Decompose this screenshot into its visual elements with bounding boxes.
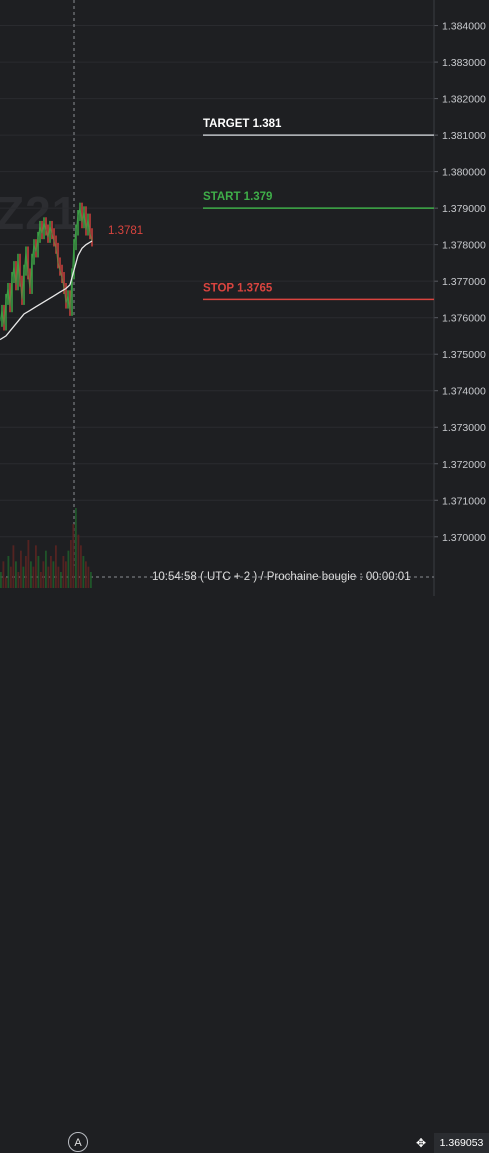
volume-bar-12 xyxy=(30,561,32,588)
symbol-watermark: Z21 xyxy=(0,187,79,239)
volume-bar-36 xyxy=(90,572,92,588)
y-tick-label-12: 1.372000 xyxy=(442,459,486,471)
volume-bar-13 xyxy=(32,566,35,588)
volume-bar-18 xyxy=(45,550,47,588)
volume-bar-16 xyxy=(40,572,42,588)
price-chart[interactable]: 1.384000 1.383000 1.382000 1.381000 1.380000… xyxy=(0,0,489,596)
status-bar: A 10:54:58 ( UTC + 2 ) / Prochaine bougi… xyxy=(0,566,489,1153)
volume-bar-22 xyxy=(55,545,57,588)
volume-bar-7 xyxy=(17,572,20,588)
time-status-text: 10:54:58 ( UTC + 2 ) / Prochaine bougie … xyxy=(152,571,411,583)
volume-bar-25 xyxy=(62,556,65,588)
volume-bar-32 xyxy=(80,545,82,588)
volume-bar-14 xyxy=(35,545,37,588)
volume-bar-9 xyxy=(22,566,25,588)
y-tick-label-3: 1.381000 xyxy=(442,130,486,142)
move-icon[interactable]: ✥ xyxy=(415,1136,427,1150)
volume-bar-27 xyxy=(67,550,70,588)
volume-bar-19 xyxy=(47,566,50,588)
y-tick-label-1: 1.383000 xyxy=(442,57,486,69)
volume-bar-35 xyxy=(87,566,90,588)
volume-bar-0 xyxy=(0,572,2,588)
y-tick-label-7: 1.377000 xyxy=(442,276,486,288)
volume-bar-17 xyxy=(42,561,45,588)
volume-bar-3 xyxy=(7,556,10,588)
level-label-2: STOP 1.3765 xyxy=(203,282,273,294)
y-tick-label-0: 1.384000 xyxy=(442,21,486,33)
volume-bar-8 xyxy=(20,550,22,588)
y-tick-label-6: 1.378000 xyxy=(442,240,486,252)
average-series-line xyxy=(0,240,93,341)
y-tick-label-11: 1.373000 xyxy=(442,422,486,434)
volume-bar-6 xyxy=(15,561,17,588)
volume-bar-31 xyxy=(77,534,80,588)
volume-bar-34 xyxy=(85,561,87,588)
volume-bar-23 xyxy=(57,566,60,588)
y-tick-label-2: 1.382000 xyxy=(442,94,486,106)
level-label-1: START 1.379 xyxy=(203,191,272,203)
volume-bar-30 xyxy=(75,508,77,588)
volume-bar-28 xyxy=(70,540,72,588)
y-tick-label-9: 1.375000 xyxy=(442,349,486,361)
volume-bar-15 xyxy=(37,556,40,588)
y-tick-label-4: 1.380000 xyxy=(442,167,486,179)
volume-bar-33 xyxy=(82,556,85,588)
y-tick-label-13: 1.371000 xyxy=(442,495,486,507)
volume-bar-4 xyxy=(10,566,12,588)
price-series-line xyxy=(0,207,93,326)
volume-bar-24 xyxy=(60,572,62,588)
level-label-0: TARGET 1.381 xyxy=(203,118,282,130)
volume-bar-1 xyxy=(2,561,5,588)
volume-bar-20 xyxy=(50,556,52,588)
volume-bar-10 xyxy=(25,556,27,588)
volume-bar-21 xyxy=(52,561,55,588)
session-marker-a[interactable]: A xyxy=(68,1132,88,1152)
volume-bar-5 xyxy=(12,545,15,588)
volume-bar-11 xyxy=(27,540,30,588)
crosshair-price-label: 1.369053 xyxy=(434,1133,489,1153)
y-tick-label-8: 1.376000 xyxy=(442,313,486,325)
y-tick-label-5: 1.379000 xyxy=(442,203,486,215)
volume-bar-2 xyxy=(5,577,7,588)
volume-bar-29 xyxy=(72,524,75,588)
y-tick-label-10: 1.374000 xyxy=(442,386,486,398)
y-tick-label-14: 1.370000 xyxy=(442,532,486,544)
last-price-label: 1.3781 xyxy=(108,225,143,237)
volume-bar-26 xyxy=(65,561,67,588)
